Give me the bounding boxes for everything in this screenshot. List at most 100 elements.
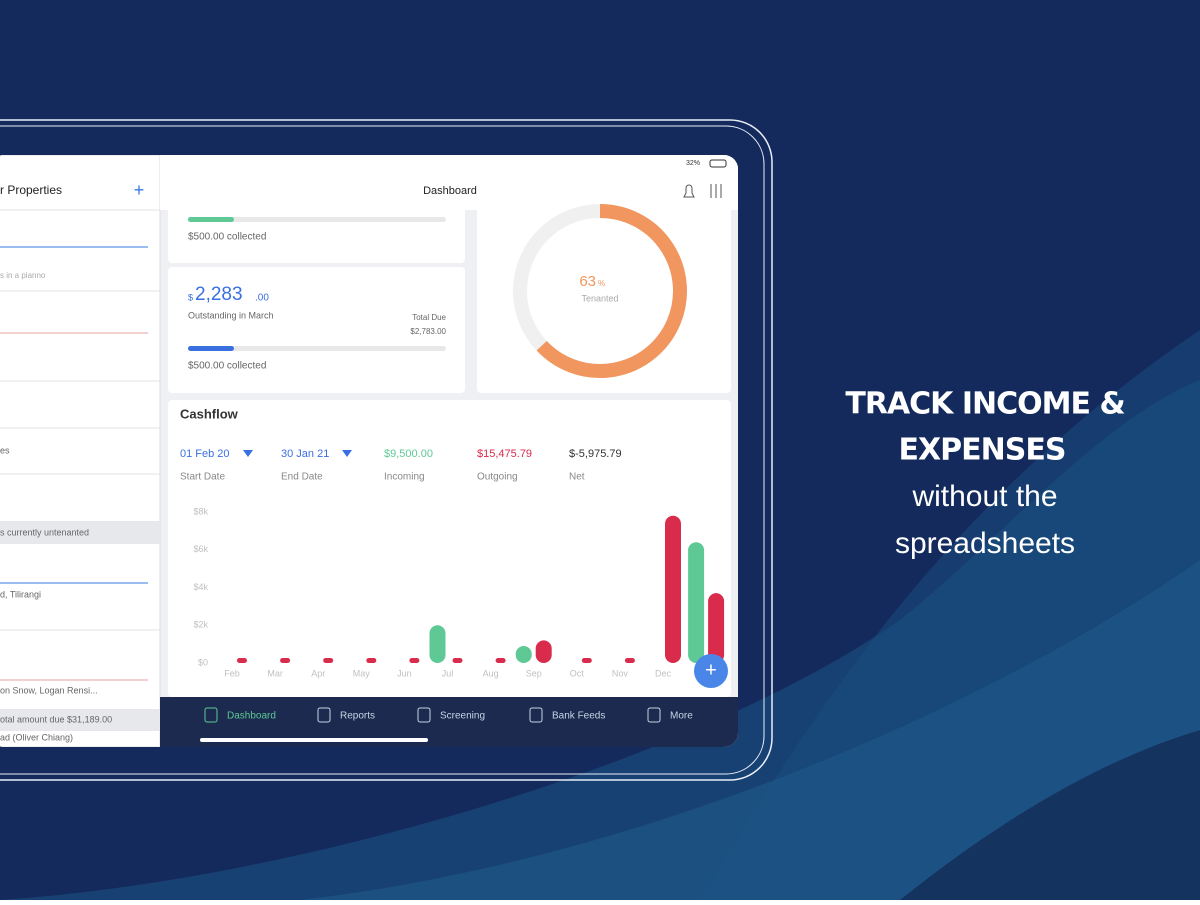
start-date[interactable]: 01 Feb 20 — [180, 448, 230, 460]
bar — [581, 658, 592, 663]
home-indicator — [200, 738, 428, 742]
tab-label[interactable]: Screening — [440, 711, 485, 722]
subtitle: Outstanding in March — [188, 310, 274, 320]
wave — [900, 730, 1200, 900]
headline: EXPENSES — [899, 433, 1066, 468]
tablet-frame — [0, 119, 773, 781]
tab-label[interactable]: Reports — [340, 711, 375, 722]
bar — [452, 658, 463, 663]
collected: $500.00 collected — [188, 361, 266, 372]
bar — [708, 593, 725, 663]
fab-icon[interactable]: + — [705, 659, 717, 681]
cashflow-chart: $0 $2k $4k $6k $8k Feb Mar Apr May Jun Jul Aug Sep Oc… — [193, 506, 725, 678]
sidebar-band — [0, 709, 160, 731]
tab-icon[interactable] — [647, 707, 661, 723]
bar — [624, 658, 635, 663]
sidebar-item[interactable]: es — [0, 445, 10, 455]
subline: without the — [911, 480, 1057, 513]
add-button[interactable]: + — [134, 180, 145, 200]
field-label: Incoming — [384, 472, 425, 483]
progress-fill — [188, 346, 234, 351]
progress-track — [188, 346, 446, 351]
tab-icon[interactable] — [417, 707, 431, 723]
tab-label[interactable]: More — [670, 711, 693, 722]
subline: spreadsheets — [895, 527, 1075, 560]
headline: TRACK INCOME & — [845, 387, 1124, 422]
card — [168, 200, 465, 263]
bar — [495, 658, 506, 663]
progress-fill — [188, 217, 234, 222]
y-tick-label: $8k — [193, 506, 208, 516]
card — [168, 400, 731, 697]
incoming: $9,500.00 — [384, 448, 433, 460]
tab-label[interactable]: Dashboard — [227, 711, 276, 722]
occupancy-unit: % — [598, 279, 605, 288]
y-tick-label: $4k — [193, 582, 208, 592]
cashflow-title: Cashflow — [180, 406, 239, 421]
bar — [237, 658, 247, 663]
occupancy-value: 63 — [579, 273, 596, 290]
field-label: Net — [569, 472, 585, 483]
sidebar-item[interactable]: s currently untenanted — [0, 527, 89, 537]
sidebar-item[interactable]: d, Tilirangi — [0, 589, 41, 599]
progress-track — [188, 217, 446, 222]
net: $-5,975.79 — [569, 448, 622, 460]
wave — [300, 560, 1200, 900]
x-tick-label: Apr — [311, 668, 325, 678]
dropdown-icon[interactable] — [342, 450, 352, 457]
filter-icon[interactable] — [710, 184, 722, 198]
x-tick-label: Feb — [224, 668, 240, 678]
y-tick-label: $0 — [198, 657, 208, 667]
header-title: Dashboard — [423, 185, 477, 197]
sidebar-item[interactable]: otal amount due $31,189.00 — [0, 714, 112, 724]
tab-icon[interactable] — [204, 707, 218, 723]
field-label: Start Date — [180, 472, 225, 483]
bar — [535, 640, 552, 663]
tablet-frame — [0, 125, 765, 775]
field-label: End Date — [281, 472, 323, 483]
card — [168, 267, 465, 393]
sidebar — [0, 155, 161, 747]
bar — [429, 625, 446, 663]
sidebar-item[interactable]: on Snow, Logan Rensi... — [0, 685, 98, 695]
collected: $500.00 collected — [188, 232, 266, 243]
bar — [323, 658, 334, 663]
tabs: Dashboard Reports Screening Bank Feeds More — [204, 707, 693, 723]
battery: 32% — [686, 160, 700, 167]
sidebar-title: r Properties — [0, 183, 62, 197]
end-date[interactable]: 30 Jan 21 — [281, 448, 329, 460]
outgoing: $15,475.79 — [477, 448, 532, 460]
tab-icon[interactable] — [317, 707, 331, 723]
x-tick-label: Jun — [397, 668, 412, 678]
sidebar-band — [0, 521, 160, 544]
x-tick-label: Nov — [612, 668, 629, 678]
bar — [366, 658, 377, 663]
bar — [515, 646, 532, 663]
x-tick-label: Aug — [483, 668, 499, 678]
donut-arc — [536, 204, 687, 378]
total-due: $2,783.00 — [410, 327, 446, 336]
x-tick-label: Jul — [442, 668, 454, 678]
x-tick-label: Oct — [570, 668, 585, 678]
screen: r Properties + s in a pianno es s curren… — [0, 155, 738, 747]
x-tick-label: Mar — [267, 668, 283, 678]
tab-icon[interactable] — [529, 707, 543, 723]
fab[interactable] — [694, 654, 728, 688]
sidebar-item[interactable]: ad (Oliver Chiang) — [0, 732, 73, 742]
bar — [409, 658, 420, 663]
field-label: Outgoing — [477, 472, 518, 483]
bar — [688, 542, 705, 663]
bell-icon[interactable] — [683, 184, 695, 198]
x-tick-label: Sep — [526, 668, 542, 678]
currency: $ — [188, 292, 193, 302]
y-tick-label: $6k — [193, 544, 208, 554]
amount: 2,283 — [195, 284, 243, 305]
bar — [665, 515, 681, 663]
x-tick-label: May — [353, 668, 371, 678]
dropdown-icon[interactable] — [243, 450, 253, 457]
sidebar-item[interactable]: s in a pianno — [0, 271, 46, 280]
battery-icon — [709, 159, 727, 168]
tab-label[interactable]: Bank Feeds — [552, 711, 605, 722]
